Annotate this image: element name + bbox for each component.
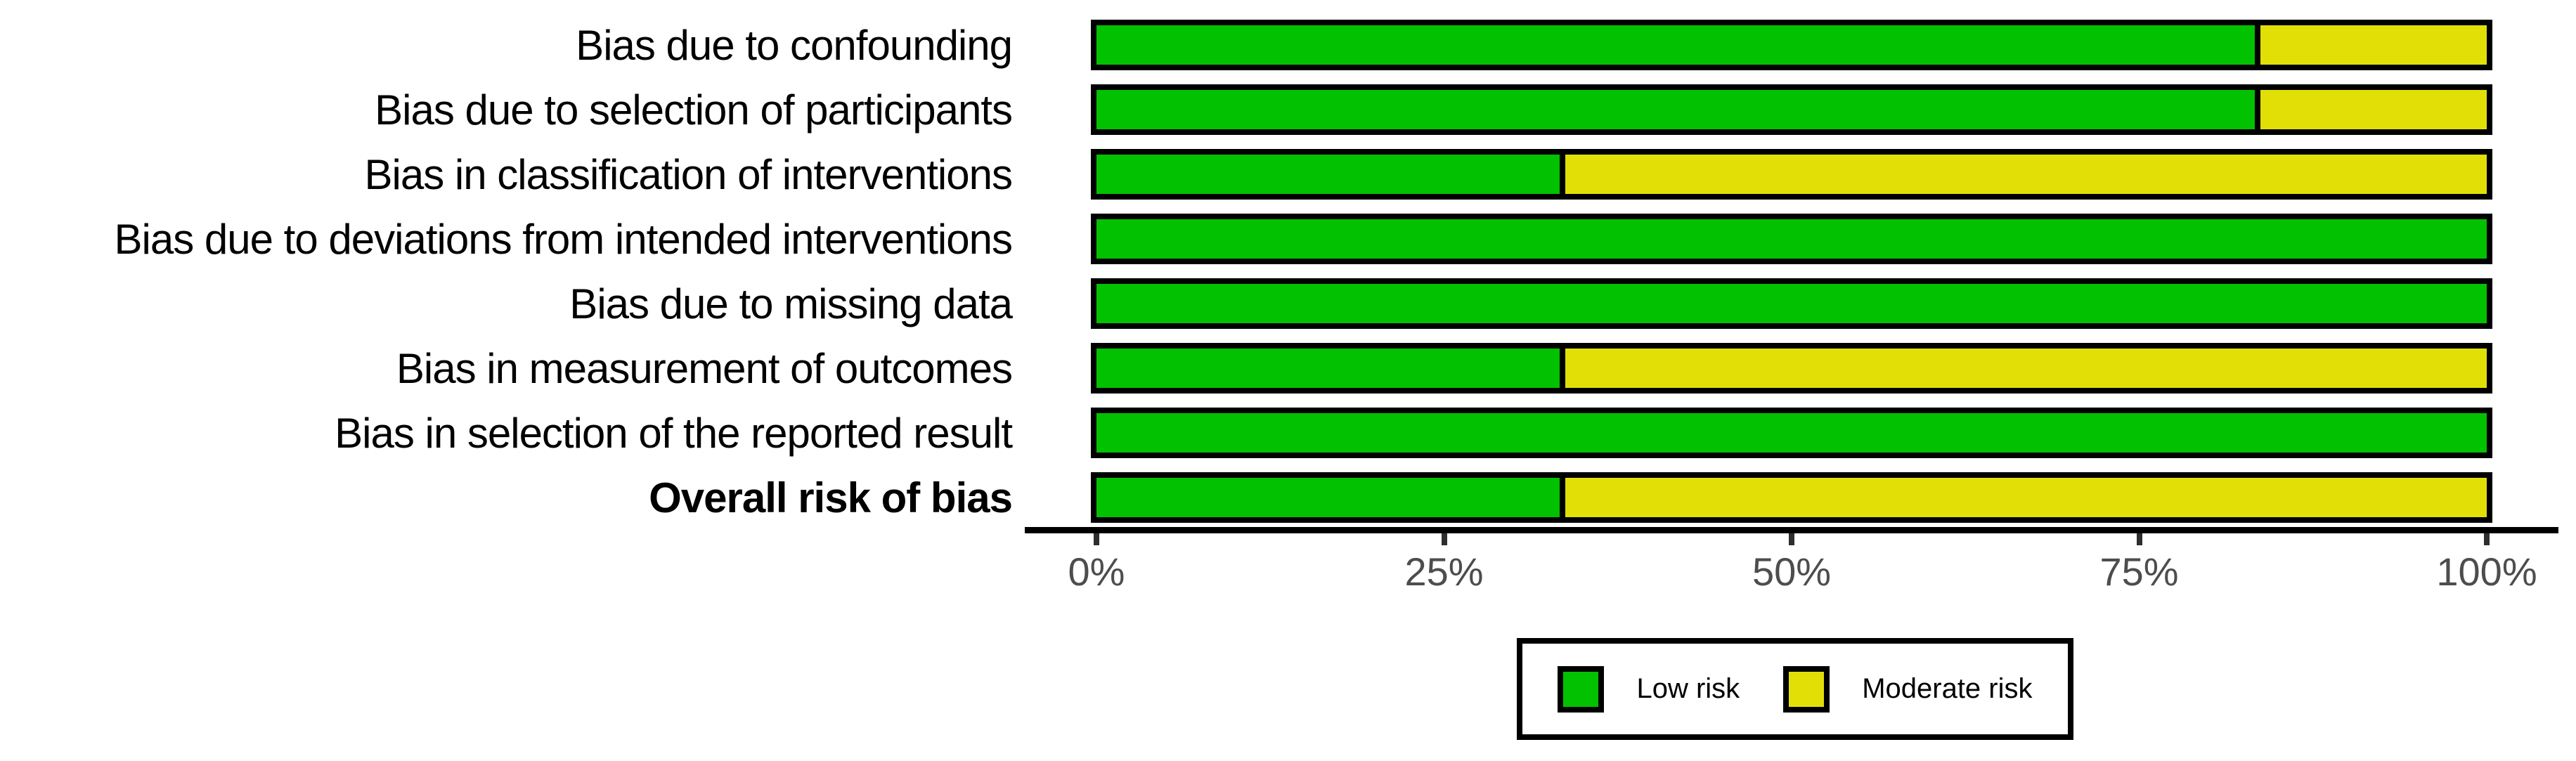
stacked-bar	[1091, 20, 2492, 70]
x-axis-tick-mark	[1094, 533, 1099, 545]
moderate-risk-segment	[2254, 25, 2487, 65]
moderate-risk-segment	[2254, 90, 2487, 129]
x-axis-tick-mark	[1789, 533, 1794, 545]
low-risk-segment	[1096, 219, 2487, 259]
x-axis-tick-mark	[2484, 533, 2490, 545]
moderate-risk-swatch	[1783, 665, 1830, 713]
category-label: Bias in measurement of outcomes	[396, 344, 1013, 392]
stacked-bar	[1091, 214, 2492, 264]
x-axis-tick-label: 75%	[2099, 549, 2179, 594]
legend-label: Moderate risk	[1862, 673, 2033, 704]
low-risk-segment	[1096, 413, 2487, 453]
stacked-bar	[1091, 408, 2492, 458]
category-label: Bias due to missing data	[569, 280, 1013, 327]
legend-entry: Moderate risk	[1783, 665, 2033, 713]
bar-row: Bias due to confounding	[0, 20, 2576, 70]
bar-row: Overall risk of bias	[0, 472, 2576, 523]
low-risk-segment	[1096, 478, 1560, 517]
stacked-bar	[1091, 278, 2492, 329]
stacked-bar	[1091, 149, 2492, 200]
x-axis-tick-label: 25%	[1404, 549, 1484, 594]
moderate-risk-segment	[1559, 478, 2487, 517]
bar-row: Bias in selection of the reported result	[0, 408, 2576, 458]
bar-row: Bias due to selection of participants	[0, 84, 2576, 135]
bar-row: Bias in classification of interventions	[0, 149, 2576, 200]
x-axis-tick-mark	[2136, 533, 2142, 545]
low-risk-segment	[1096, 25, 2255, 65]
legend-entry: Low risk	[1558, 665, 1740, 713]
low-risk-segment	[1096, 349, 1560, 388]
low-risk-swatch	[1558, 665, 1605, 713]
x-axis-tick-mark	[1441, 533, 1447, 545]
category-label: Bias due to confounding	[576, 21, 1013, 69]
category-label: Overall risk of bias	[649, 474, 1013, 521]
category-label: Bias due to selection of participants	[375, 86, 1013, 134]
moderate-risk-segment	[1559, 155, 2487, 194]
stacked-bar	[1091, 343, 2492, 393]
x-axis-tick-label: 50%	[1752, 549, 1832, 594]
category-label: Bias in selection of the reported result	[335, 409, 1013, 457]
category-label: Bias in classification of interventions	[364, 150, 1013, 198]
x-axis-tick-label: 100%	[2436, 549, 2537, 594]
x-axis-line	[1025, 527, 2558, 533]
bar-row: Bias due to missing data	[0, 278, 2576, 329]
x-axis-tick-label: 0%	[1068, 549, 1125, 594]
low-risk-segment	[1096, 155, 1560, 194]
moderate-risk-segment	[1559, 349, 2487, 388]
bar-row: Bias in measurement of outcomes	[0, 343, 2576, 393]
category-label: Bias due to deviations from intended int…	[114, 215, 1013, 263]
stacked-bar	[1091, 472, 2492, 523]
stacked-bar	[1091, 84, 2492, 135]
legend-box: Low risk Moderate risk	[1517, 638, 2073, 740]
low-risk-segment	[1096, 284, 2487, 323]
low-risk-segment	[1096, 90, 2255, 129]
legend-label: Low risk	[1636, 673, 1740, 704]
bar-row: Bias due to deviations from intended int…	[0, 214, 2576, 264]
